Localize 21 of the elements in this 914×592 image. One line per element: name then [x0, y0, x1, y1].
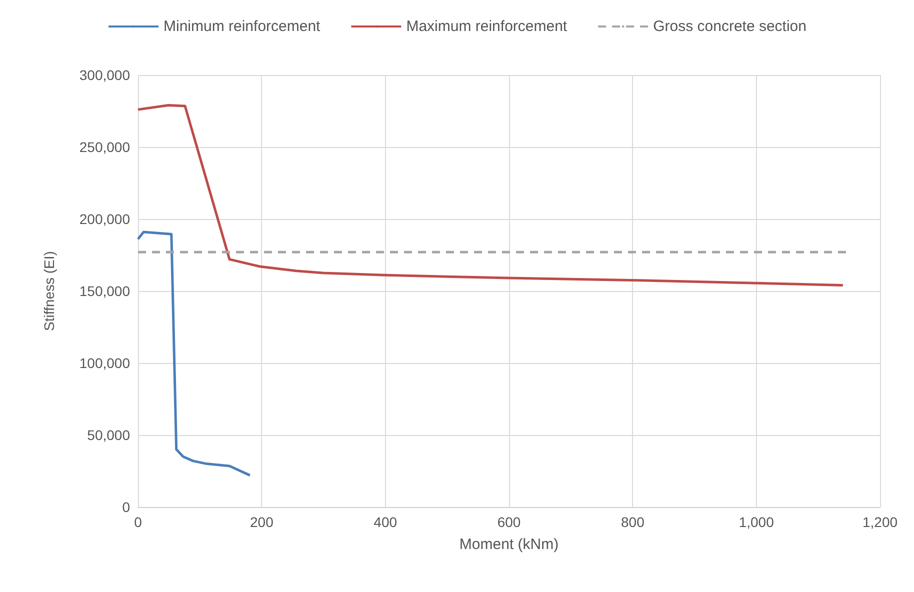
legend-label: Maximum reinforcement [406, 18, 568, 35]
y-tick-label: 250,000 [79, 139, 130, 155]
x-tick-label: 400 [374, 514, 398, 530]
y-tick-label: 0 [122, 499, 130, 515]
y-tick-label: 50,000 [87, 427, 130, 443]
y-tick-label: 150,000 [79, 283, 130, 299]
line-series [136, 230, 252, 477]
x-tick-label: 1,200 [862, 514, 898, 530]
y-axis-title: Stiffness (EI) [41, 251, 57, 331]
y-tick-label: 300,000 [79, 67, 130, 83]
x-tick-label: 200 [250, 514, 274, 530]
x-tick-label: 0 [134, 514, 142, 530]
y-tick-label: 200,000 [79, 211, 130, 227]
x-tick-label: 600 [497, 514, 521, 530]
x-tick-label: 1,000 [738, 514, 774, 530]
line-series [136, 104, 844, 286]
legend-label: Gross concrete section [653, 18, 806, 35]
y-tick-label: 100,000 [79, 355, 130, 371]
x-axis-title: Moment (kNm) [459, 536, 559, 553]
legend-label: Minimum reinforcement [164, 18, 322, 35]
x-tick-label: 800 [620, 514, 645, 530]
